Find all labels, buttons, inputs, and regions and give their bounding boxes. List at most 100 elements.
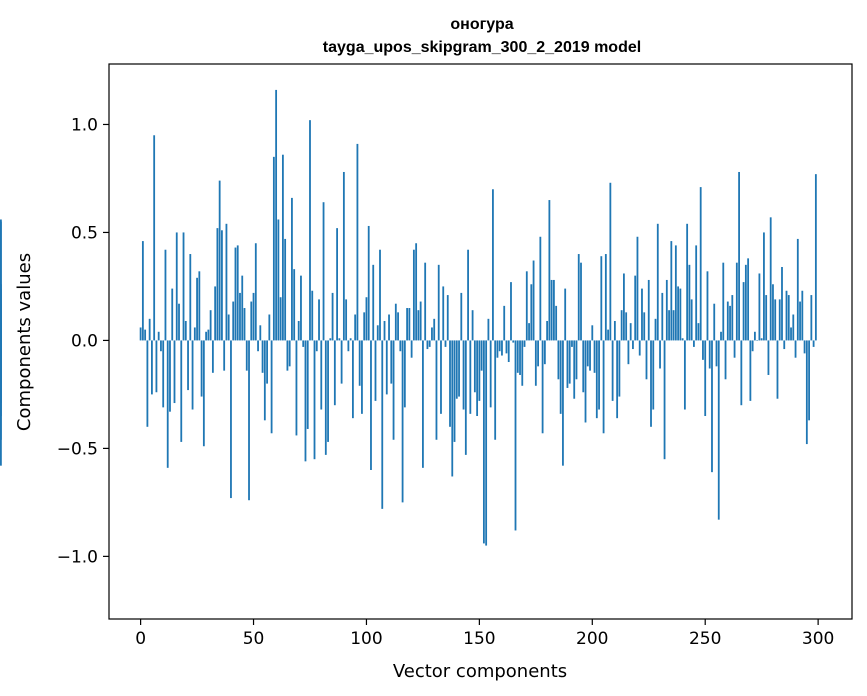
bar <box>234 247 237 341</box>
bar <box>595 340 598 419</box>
bar <box>243 308 246 341</box>
bar <box>496 340 499 358</box>
bar <box>453 340 456 442</box>
bar <box>498 340 501 352</box>
bar <box>340 340 343 384</box>
bar <box>239 292 241 341</box>
x-tick-label: 200 <box>576 629 608 649</box>
bar <box>575 340 578 380</box>
bar <box>171 288 174 341</box>
x-tick-label: 300 <box>802 629 834 649</box>
bar <box>209 310 212 341</box>
bar <box>645 340 648 380</box>
bar <box>747 258 750 341</box>
bar <box>169 340 171 412</box>
bar <box>742 282 745 341</box>
bar <box>724 340 727 380</box>
bar <box>503 305 506 341</box>
bar <box>214 286 217 341</box>
bar <box>573 340 576 399</box>
bar <box>552 279 555 341</box>
bar <box>611 340 614 401</box>
bar <box>315 340 318 352</box>
bar <box>0 221 2 341</box>
bar <box>665 279 668 341</box>
bar <box>616 340 619 419</box>
bar <box>230 340 232 499</box>
bar <box>297 320 300 341</box>
bar <box>763 232 765 341</box>
bar <box>543 340 546 365</box>
bar <box>638 340 641 356</box>
bar <box>225 223 228 341</box>
bar <box>245 340 248 371</box>
bar <box>223 340 226 371</box>
bar <box>221 230 223 341</box>
bar <box>557 340 560 380</box>
bar <box>681 338 684 341</box>
bar <box>293 269 296 341</box>
bar <box>394 303 397 341</box>
bar <box>144 329 147 341</box>
bar <box>634 275 637 341</box>
bar <box>284 238 287 341</box>
bar <box>365 297 368 341</box>
bar <box>760 338 763 341</box>
bar <box>367 225 370 341</box>
bar <box>659 340 661 369</box>
bar <box>656 223 659 341</box>
bar <box>338 338 341 341</box>
bar <box>713 303 716 341</box>
bar <box>449 340 451 427</box>
bar <box>422 340 424 468</box>
bar <box>211 340 214 373</box>
bar <box>446 295 449 341</box>
bar <box>379 249 381 341</box>
bar <box>765 295 768 341</box>
bar <box>272 156 275 341</box>
bar <box>200 340 203 397</box>
bar <box>586 340 589 367</box>
bar <box>349 338 352 341</box>
bar <box>0 284 2 341</box>
x-tick-label: 0 <box>135 629 146 649</box>
bar <box>717 340 720 520</box>
bar <box>589 340 591 371</box>
bar <box>198 271 201 341</box>
bar <box>361 340 363 414</box>
bar <box>643 312 646 341</box>
bar <box>785 290 788 341</box>
bar <box>252 292 255 341</box>
bar <box>726 301 729 341</box>
bar <box>347 340 350 352</box>
bar <box>236 245 239 341</box>
bar <box>546 320 549 341</box>
bar <box>559 340 562 414</box>
bar <box>695 245 698 341</box>
bar <box>374 340 377 401</box>
bar <box>207 329 210 341</box>
bar <box>672 310 675 341</box>
bar <box>591 325 594 341</box>
bar <box>356 143 359 341</box>
bar <box>399 340 402 352</box>
bar <box>555 305 558 341</box>
bar <box>180 340 183 442</box>
bar <box>627 340 630 365</box>
bar <box>281 154 284 341</box>
bar <box>532 260 535 341</box>
bar <box>254 243 257 341</box>
bar <box>354 314 357 341</box>
bar <box>268 314 271 341</box>
bar <box>525 271 528 341</box>
bar <box>812 340 815 347</box>
bar <box>266 340 268 384</box>
bar <box>507 340 510 363</box>
bar <box>487 318 490 341</box>
bar <box>602 340 605 434</box>
bar <box>178 303 180 341</box>
bar <box>620 310 623 341</box>
bar <box>534 340 537 386</box>
bar <box>261 340 264 373</box>
bar <box>600 256 603 341</box>
